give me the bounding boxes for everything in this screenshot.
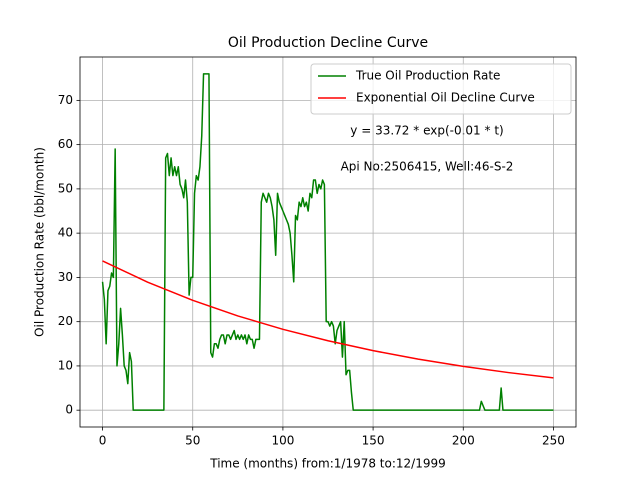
chart-title: Oil Production Decline Curve [228, 35, 428, 51]
x-tick-label: 150 [362, 434, 385, 448]
x-tick-label: 0 [99, 434, 107, 448]
x-tick-label: 50 [185, 434, 200, 448]
x-axis-label: Time (months) from:1/1978 to:12/1999 [209, 457, 446, 471]
x-tick-label: 200 [452, 434, 475, 448]
data-line [102, 260, 554, 379]
x-tick-label: 250 [542, 434, 565, 448]
x-tick-label: 100 [271, 434, 294, 448]
y-tick-label: 40 [58, 226, 73, 240]
y-tick-label: 70 [58, 93, 73, 107]
y-tick-label: 20 [58, 314, 73, 328]
y-tick-label: 10 [58, 358, 73, 372]
plot-frame [79, 56, 577, 428]
data-line [101, 73, 554, 411]
y-tick-label: 50 [58, 181, 73, 195]
y-tick-label: 0 [65, 403, 73, 417]
y-tick-label: 60 [58, 137, 73, 151]
annotation: y = 33.72 * exp(-0.01 * t) [350, 124, 503, 138]
legend-label: Exponential Oil Decline Curve [356, 91, 535, 105]
y-tick-label: 30 [58, 270, 73, 284]
legend-box [310, 63, 572, 115]
annotation: Api No:2506415, Well:46-S-2 [341, 160, 514, 174]
legend-label: True Oil Production Rate [355, 69, 500, 83]
y-axis-label: Oil Production Rate (bbl/month) [33, 147, 47, 337]
